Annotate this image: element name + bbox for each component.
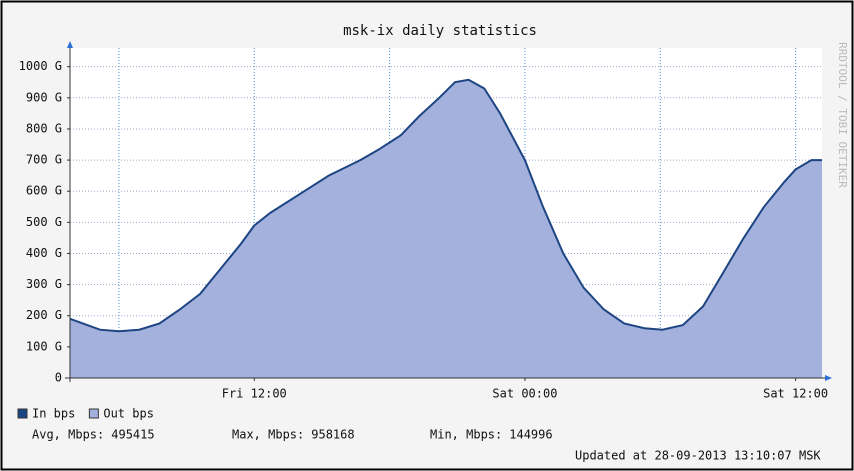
y-tick-label: 300 G [26, 277, 62, 291]
stat-value: 495415 [111, 428, 154, 442]
stat-label: Min, Mbps: [430, 428, 502, 442]
y-tick-label: 900 G [26, 90, 62, 104]
x-tick-label: Sat 12:00 [763, 387, 828, 401]
chart-title: msk-ix daily statistics [343, 23, 537, 39]
stat-label: Max, Mbps: [232, 428, 304, 442]
legend-swatch [88, 408, 99, 419]
y-tick-label: 1000 G [19, 59, 62, 73]
legend-label: In bps [32, 407, 75, 421]
y-tick-label: 800 G [26, 121, 62, 135]
stat-value: 144996 [509, 428, 552, 442]
area [70, 79, 822, 379]
y-tick-label: 600 G [26, 184, 62, 198]
line [69, 78, 822, 333]
stat-value: 958168 [311, 428, 354, 442]
legend-label: Out bps [103, 407, 154, 421]
y-tick-label: 100 G [26, 339, 62, 353]
y-tick-label: 700 G [26, 153, 62, 167]
x-axis-arrow [825, 375, 832, 381]
y-tick-label: 400 G [26, 246, 62, 260]
y-tick-label: 500 G [26, 215, 62, 229]
y-axis-arrow [67, 41, 73, 48]
updated: Updated at 28-09-2013 13:10:07 MSK [575, 449, 821, 463]
x-tick-label: Fri 12:00 [222, 387, 287, 401]
stat-label: Avg, Mbps: [32, 428, 104, 442]
legend-swatch [17, 408, 28, 419]
x-tick-label: Sat 00:00 [492, 387, 557, 401]
y-tick-label: 200 G [26, 308, 62, 322]
y-tick-label: 0 [55, 371, 62, 385]
watermark: RRDTOOL / TOBI OETIKER [836, 42, 849, 188]
